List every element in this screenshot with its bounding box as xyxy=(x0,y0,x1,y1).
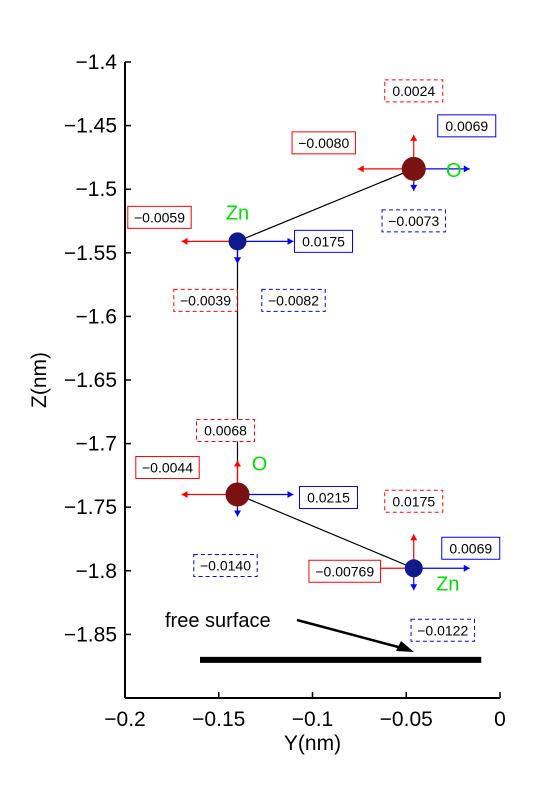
y-tick-label: −1.65 xyxy=(64,369,117,392)
value-label: 0.0024 xyxy=(392,83,435,99)
arrow-head xyxy=(410,584,418,591)
zinc-atom xyxy=(228,232,247,251)
arrow-head xyxy=(234,460,241,467)
x-tick-label: −0.1 xyxy=(292,708,333,731)
value-label: 0.0175 xyxy=(392,493,435,509)
surface-pointer-line xyxy=(296,618,403,650)
arrow-head xyxy=(410,534,418,541)
surface-label: free surface xyxy=(165,610,271,632)
value-label: 0.0068 xyxy=(204,422,247,438)
value-label: 0.0069 xyxy=(445,118,488,134)
y-tick-label: −1.8 xyxy=(76,560,117,583)
value-label-box xyxy=(196,418,255,442)
y-tick-label: −1.6 xyxy=(76,305,117,328)
value-label: −0.0082 xyxy=(268,292,319,308)
atom-label: Zn xyxy=(436,573,459,595)
bond-line xyxy=(237,493,414,569)
arrow-head xyxy=(463,564,470,572)
bond-line xyxy=(237,168,414,242)
oxygen-atom xyxy=(401,156,426,181)
atoms: O Zn O Zn xyxy=(225,156,462,595)
value-label: 0.0215 xyxy=(307,489,350,505)
y-tick-label: −1.85 xyxy=(64,623,117,646)
x-tick-label: −0.2 xyxy=(104,708,145,731)
y-tick-label: −1.7 xyxy=(76,433,117,456)
x-axis-label: Y(nm) xyxy=(284,732,341,755)
x-tick-label: 0 xyxy=(494,708,506,731)
free-surface: free surface xyxy=(165,610,482,663)
value-label-box xyxy=(384,79,444,103)
value-label: −0.0073 xyxy=(388,213,439,229)
y-axis-label: Z(nm) xyxy=(28,352,51,408)
arrow-head xyxy=(181,237,188,245)
value-label: −0.0044 xyxy=(142,459,193,475)
value-label-box xyxy=(291,131,356,155)
atom-label: O xyxy=(252,453,268,475)
value-label: −0.00769 xyxy=(315,563,374,579)
value-label-box xyxy=(308,559,382,583)
bonds xyxy=(236,168,414,569)
value-label: −0.0039 xyxy=(180,292,231,308)
value-label-box xyxy=(384,489,444,513)
value-label-box xyxy=(437,114,497,138)
value-label: 0.0175 xyxy=(302,233,345,249)
x-tick-label: −0.05 xyxy=(380,708,433,731)
arrow-head xyxy=(463,165,470,173)
value-label-box xyxy=(299,485,358,509)
arrow-head xyxy=(234,510,241,517)
y-tick-label: −1.45 xyxy=(64,115,117,138)
arrow-head xyxy=(234,257,241,264)
value-label-box xyxy=(410,618,475,642)
value-label-box xyxy=(127,205,192,229)
value-label-box xyxy=(173,288,238,312)
zinc-atom xyxy=(404,559,423,578)
value-label: −0.0080 xyxy=(298,135,349,151)
y-tick-label: −1.4 xyxy=(76,51,118,74)
arrow-head xyxy=(287,237,294,245)
arrow-head xyxy=(357,165,364,173)
value-label: −0.0059 xyxy=(134,209,185,225)
atom-label: O xyxy=(446,160,462,182)
atom-label: Zn xyxy=(226,202,249,224)
value-label-box xyxy=(294,229,353,253)
value-label-box xyxy=(381,209,446,233)
oxygen-atom xyxy=(225,482,250,507)
value-label-box xyxy=(135,455,200,479)
surface-pointer-head xyxy=(396,641,414,652)
value-label-box xyxy=(193,553,258,577)
value-label: −0.0122 xyxy=(417,622,468,638)
displacement-arrows xyxy=(181,134,470,591)
arrow-head xyxy=(287,490,294,498)
value-labels: 0.0024 −0.0080 0.0069 −0.0073 −0.0059 0.0175 −… xyxy=(127,79,501,642)
arrow-head xyxy=(181,490,188,498)
value-label-box xyxy=(261,288,326,312)
y-tick-label: −1.55 xyxy=(64,242,117,265)
arrow-head xyxy=(410,134,418,141)
value-label: −0.0140 xyxy=(200,557,251,573)
arrow-head xyxy=(410,184,418,191)
x-tick-label: −0.15 xyxy=(192,708,245,731)
y-tick-label: −1.5 xyxy=(76,178,117,201)
y-tick-label: −1.75 xyxy=(64,496,117,519)
axes: −0.2 −0.15 −0.1 −0.05 0 −1.4 −1.45 −1.5 −1.55 −1.… xyxy=(28,51,506,755)
value-label-box xyxy=(441,536,501,560)
value-label: 0.0069 xyxy=(449,540,492,556)
